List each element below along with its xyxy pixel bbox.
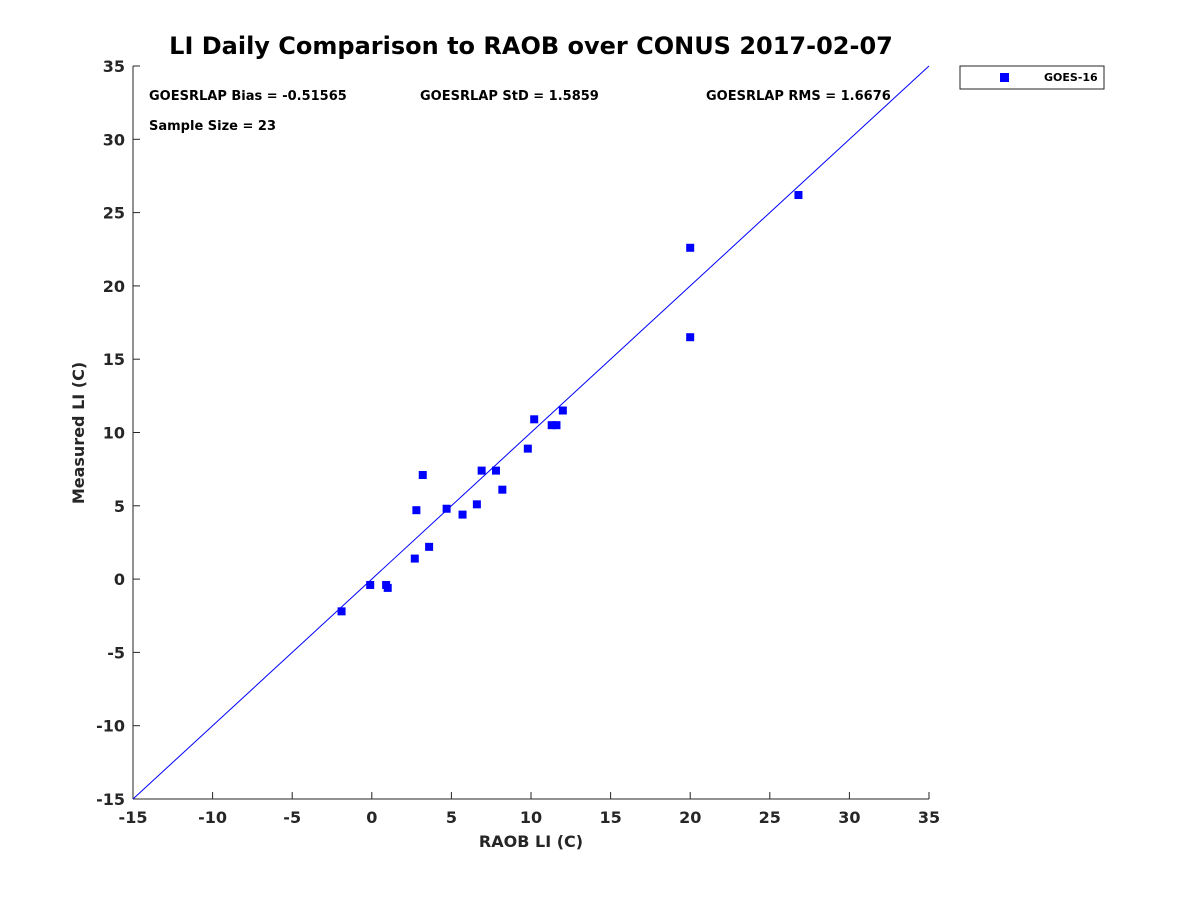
y-tick-label: -15	[96, 790, 125, 809]
bias-annotation: GOESRLAP Bias = -0.51565	[149, 89, 347, 104]
data-point	[337, 607, 346, 616]
data-point	[366, 580, 375, 589]
data-point	[523, 444, 532, 453]
y-tick-label: 20	[103, 277, 125, 296]
std-annotation: GOESRLAP StD = 1.5859	[420, 89, 599, 104]
data-point	[477, 466, 486, 475]
data-point	[425, 542, 434, 551]
legend: GOES-16	[959, 65, 1105, 90]
y-tick-label: 25	[103, 204, 125, 223]
x-tick-label: -5	[283, 808, 301, 827]
data-point	[442, 504, 451, 513]
x-tick-label: 35	[918, 808, 940, 827]
x-tick-label: 10	[520, 808, 542, 827]
y-tick-label: 15	[103, 350, 125, 369]
data-point	[458, 510, 467, 519]
y-tick-label: 35	[103, 57, 125, 76]
x-tick-label: 30	[838, 808, 860, 827]
data-point	[472, 500, 481, 509]
x-axis-ticks: -15 -10 -5 0 5 10 15 20 25 30 35	[119, 792, 940, 827]
y-tick-label: 0	[114, 570, 125, 589]
data-point	[410, 554, 419, 563]
data-point	[530, 415, 539, 424]
data-point	[383, 583, 392, 592]
x-tick-label: -15	[119, 808, 148, 827]
data-point	[686, 333, 695, 342]
legend-box	[959, 65, 1105, 90]
y-tick-label: -5	[107, 643, 125, 662]
chart-title: LI Daily Comparison to RAOB over CONUS 2…	[169, 32, 893, 60]
x-tick-label: 20	[679, 808, 701, 827]
x-tick-label: -10	[198, 808, 227, 827]
y-tick-label: 30	[103, 130, 125, 149]
y-axis-label: Measured LI (C)	[69, 362, 88, 504]
one-to-one-reference-line	[132, 65, 930, 800]
y-tick-label: -10	[96, 717, 125, 736]
y-tick-label: 10	[103, 424, 125, 443]
sample-size-annotation: Sample Size = 23	[149, 119, 276, 134]
y-axis-ticks: -15 -10 -5 0 5 10 15 20 25 30 35	[96, 57, 140, 809]
x-tick-label: 0	[366, 808, 377, 827]
y-tick-label: 5	[114, 497, 125, 516]
data-point	[794, 191, 803, 200]
rms-annotation: GOESRLAP RMS = 1.6676	[706, 89, 891, 104]
data-point	[686, 243, 695, 252]
data-point	[558, 406, 567, 415]
x-tick-label: 5	[446, 808, 457, 827]
data-point	[412, 506, 421, 515]
data-point	[491, 466, 500, 475]
data-point	[552, 421, 561, 430]
data-point	[418, 471, 427, 480]
x-tick-label: 25	[759, 808, 781, 827]
data-point	[547, 421, 556, 430]
data-point	[498, 485, 507, 494]
legend-marker-square	[1000, 73, 1009, 82]
x-axis-label: RAOB LI (C)	[479, 832, 583, 851]
legend-label: GOES-16	[1044, 71, 1098, 84]
x-tick-label: 15	[599, 808, 621, 827]
data-points	[337, 191, 803, 616]
